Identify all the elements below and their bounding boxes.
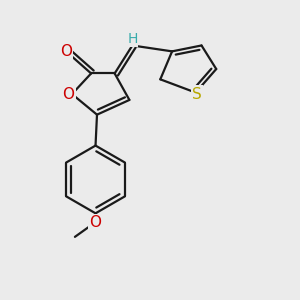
Text: O: O [60, 44, 72, 59]
Text: H: H [127, 32, 137, 46]
Text: O: O [89, 214, 101, 230]
Text: S: S [192, 87, 202, 102]
Text: O: O [62, 87, 74, 102]
